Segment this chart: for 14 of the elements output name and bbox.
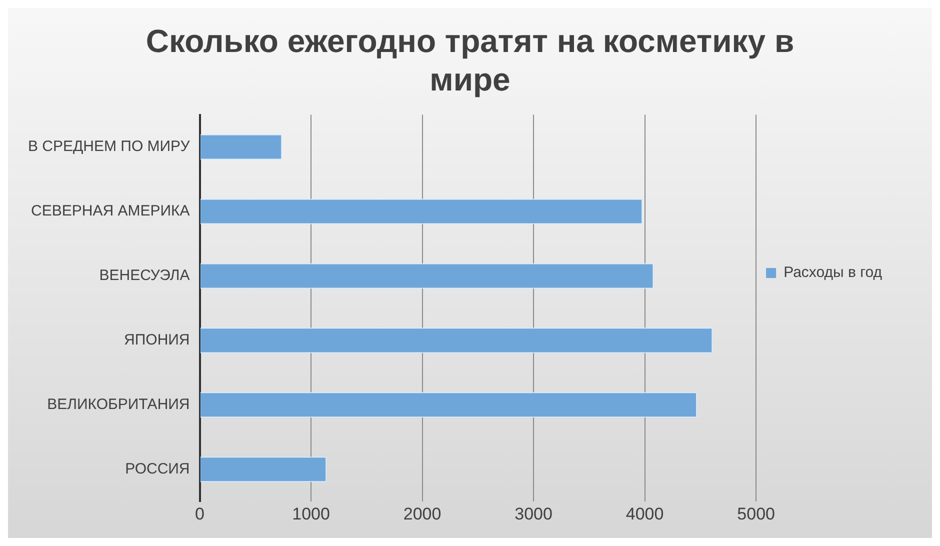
y-tick-label: СЕВЕРНАЯ АМЕРИКА [31, 202, 190, 220]
x-tick-label: 0 [195, 504, 205, 524]
x-tick-label: 4000 [626, 504, 664, 524]
y-tick-label: ВЕЛИКОБРИТАНИЯ [47, 396, 190, 414]
y-tick-label: ВЕНЕСУЭЛА [99, 267, 190, 284]
x-tick-label: 5000 [737, 504, 775, 524]
x-tick-label: 1000 [292, 504, 330, 524]
y-tick-label: ЯПОНИЯ [124, 332, 190, 349]
legend-label: Расходы в год [784, 264, 882, 282]
y-tick-label: РОССИЯ [125, 460, 190, 478]
y-tick-label: В СРЕДНЕМ ПО МИРУ [28, 138, 190, 156]
x-tick-label: 2000 [403, 504, 442, 524]
x-tick-label: 3000 [514, 504, 552, 524]
chart-title: Сколько ежегодно тратят на косметику в мире [146, 23, 794, 98]
